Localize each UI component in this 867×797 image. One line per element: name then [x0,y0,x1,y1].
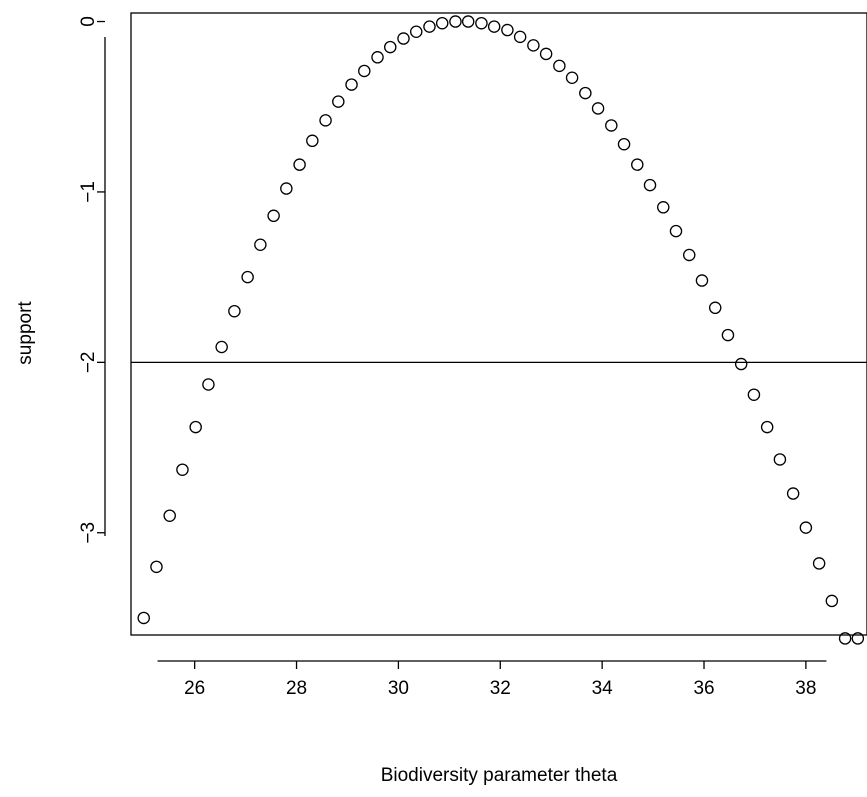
data-point [513,30,527,44]
x-tick-label: 30 [388,678,409,699]
data-point [617,137,631,151]
data-point [475,16,488,30]
data-point [657,201,670,214]
data-point [241,270,254,284]
data-point [449,15,462,28]
data-point [539,47,553,61]
x-tick-label: 26 [184,678,205,699]
data-point [565,71,579,85]
data-point [695,274,709,287]
data-point [605,119,618,132]
y-tick-label: −2 [78,352,99,374]
data-point [786,487,800,500]
data-point [579,86,592,100]
data-point [708,301,722,315]
data-point [773,453,787,466]
data-point [215,340,228,354]
data-point [163,509,176,522]
y-ticks: 0 −1 −2 −3 [78,16,105,544]
x-axis-label: Biodiversity parameter theta [381,765,618,786]
data-point [176,463,189,476]
data-point [527,39,540,52]
x-tick-label: 36 [693,678,714,699]
data-point [721,328,735,342]
data-point [409,25,423,38]
data-point [319,114,332,127]
x-tick-label: 34 [592,678,614,699]
data-point [553,59,566,73]
data-point [812,557,826,570]
data-point [435,16,449,30]
data-point [280,182,293,195]
plot-frame [130,12,867,636]
x-tick-label: 38 [795,678,816,699]
data-point [461,15,475,28]
data-point [267,209,280,223]
data-point [358,64,371,78]
data-point [631,158,644,171]
data-point [501,23,514,37]
data-point [747,388,761,401]
y-tick-label: 0 [78,16,99,27]
data-point [643,178,657,192]
data-point [306,134,319,148]
y-tick-label: −3 [78,522,99,544]
data-point [137,611,150,625]
data-point [332,95,345,108]
data-point [293,158,306,171]
data-point [189,420,202,434]
data-point [669,224,683,238]
data-points [137,15,865,645]
y-axis-label: support [15,301,36,365]
data-point [202,378,215,391]
x-tick-label: 28 [286,678,307,699]
data-point [734,357,748,371]
data-point [591,102,605,115]
data-point [851,632,865,645]
data-point [345,78,358,91]
data-point [838,632,852,645]
data-point [371,51,384,64]
data-point [682,248,696,262]
data-point [397,32,410,45]
data-point [150,560,163,574]
data-point [228,304,241,318]
data-point [799,521,813,534]
y-tick-label: −1 [78,181,99,203]
data-point [487,20,501,33]
x-tick-label: 32 [490,678,511,699]
data-point [423,20,436,33]
x-ticks: 26 28 30 32 34 36 38 [184,661,816,699]
data-point [760,420,774,434]
data-point [825,594,839,608]
data-point [384,40,397,54]
data-point [254,238,267,252]
